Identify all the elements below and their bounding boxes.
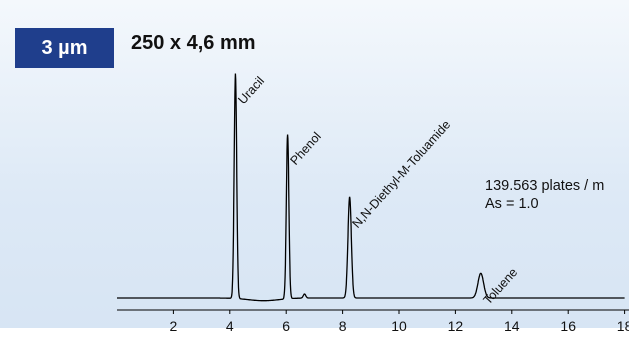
peak-label-2: N,N-Diethyl-M-Toluamide	[349, 118, 453, 231]
peak-labels: Uracil Phenol N,N-Diethyl-M-Toluamide Tolue…	[235, 74, 520, 307]
x-tick-label-16: 16	[560, 318, 576, 334]
chromatogram-trace	[117, 73, 625, 302]
peak-label-1: Phenol	[287, 129, 323, 167]
particle-size-badge: 3 µm	[15, 28, 114, 68]
x-tick-label-2: 2	[170, 318, 178, 334]
x-tick-label-12: 12	[448, 318, 464, 334]
x-tick-label-18: 18	[617, 318, 629, 334]
x-tick-label-10: 10	[391, 318, 407, 334]
x-tick-label-14: 14	[504, 318, 520, 334]
peak-label-3: Toluene	[481, 265, 521, 307]
plates-annotation: 139.563 plates / m	[485, 178, 604, 194]
x-tick-label-4: 4	[226, 318, 234, 334]
x-axis-ticks: 2 4 6 8 10 12 14 16 18	[170, 310, 629, 334]
axis-strip	[0, 328, 629, 353]
asymmetry-annotation: As = 1.0	[485, 196, 539, 212]
peak-label-0: Uracil	[235, 74, 267, 107]
particle-size-label: 3 µm	[41, 36, 88, 59]
x-tick-label-6: 6	[282, 318, 290, 334]
column-dimensions-title: 250 x 4,6 mm	[131, 32, 256, 54]
x-tick-label-8: 8	[339, 318, 347, 334]
